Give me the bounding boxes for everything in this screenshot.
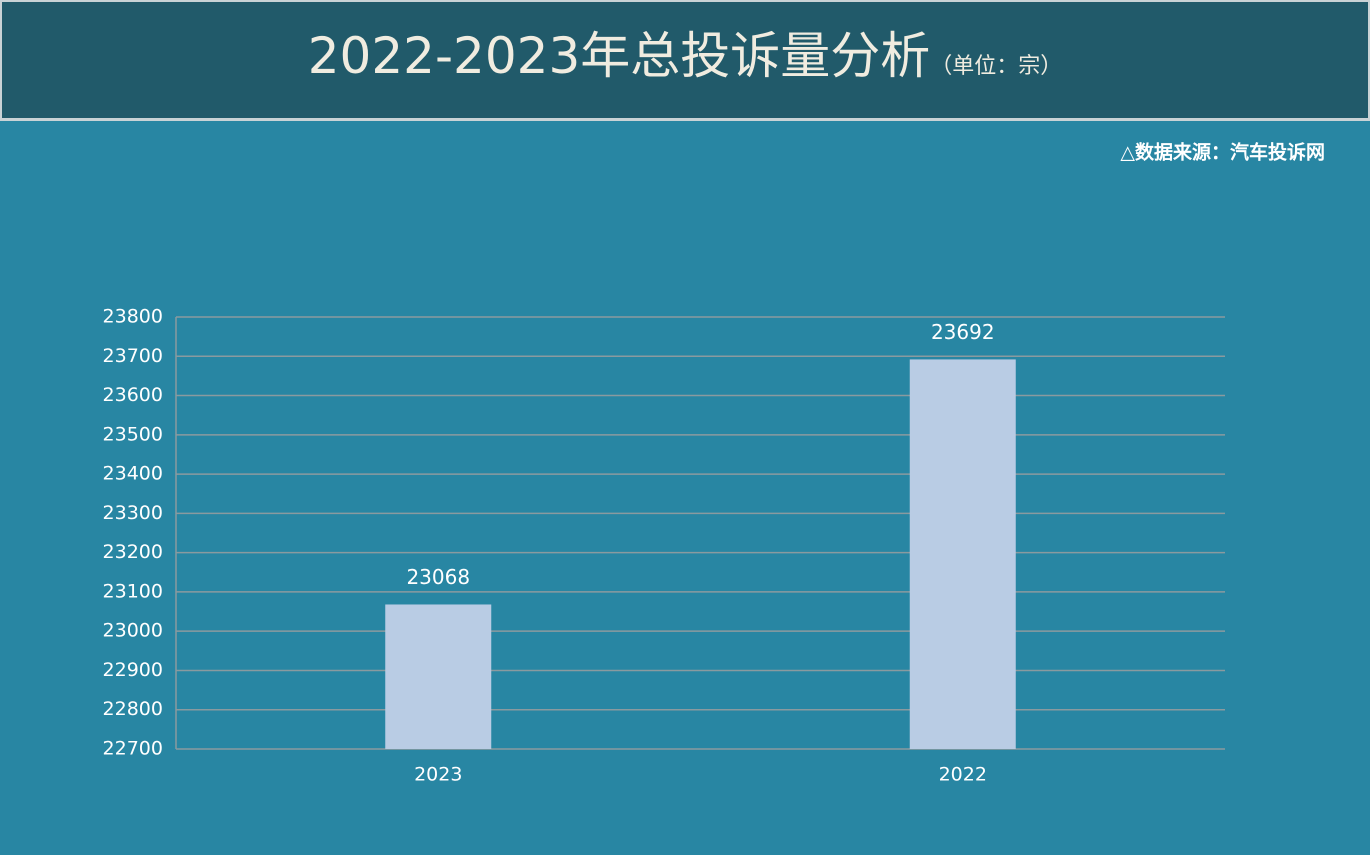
chart-subtitle: （单位：宗）: [930, 54, 1063, 79]
y-tick-label: 23500: [103, 423, 163, 445]
y-tick-label: 23300: [103, 502, 163, 524]
y-tick-label: 22700: [103, 738, 163, 760]
source-note: △数据来源：汽车投诉网: [1120, 141, 1325, 164]
data-label: 23692: [931, 320, 995, 344]
y-tick-label: 23700: [103, 345, 163, 367]
y-tick-label: 22900: [103, 659, 163, 681]
header: 2022-2023年总投诉量分析（单位：宗）: [0, 0, 1370, 121]
y-tick-label: 23600: [103, 384, 163, 406]
y-tick-label: 23000: [103, 620, 163, 642]
y-tick-label: 23400: [103, 463, 163, 485]
x-tick-label: 2022: [939, 764, 987, 786]
bar: [385, 604, 492, 749]
bar: [909, 359, 1016, 749]
y-tick-label: 23800: [103, 306, 163, 328]
data-label: 23068: [406, 565, 470, 589]
chart-title: 2022-2023年总投诉量分析: [307, 27, 931, 85]
y-tick-label: 23200: [103, 541, 163, 563]
y-tick-label: 22800: [103, 698, 163, 720]
chart: △数据来源：汽车投诉网 22700 22800 22900 23000 23100 232…: [103, 141, 1325, 786]
y-tick-label: 23100: [103, 580, 163, 602]
x-tick-label: 2023: [414, 764, 462, 786]
